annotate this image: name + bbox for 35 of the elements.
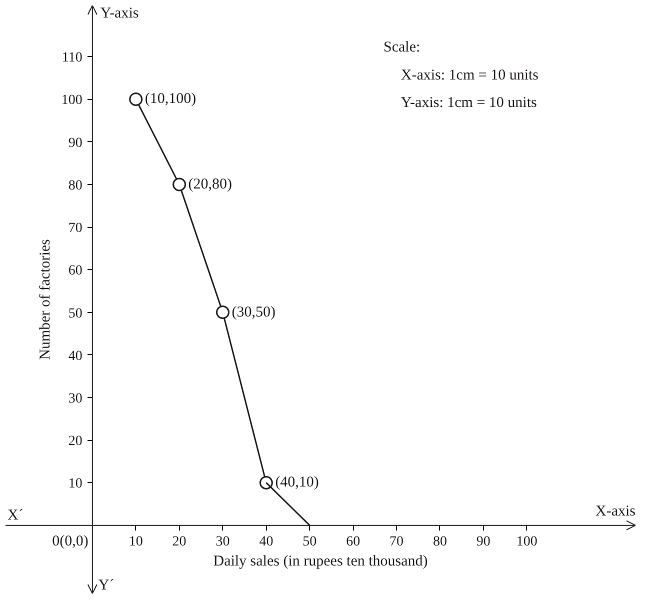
annotation: (30,50)	[232, 304, 276, 320]
x-tick-label: 70	[390, 534, 404, 550]
x-tick-label: 30	[216, 534, 230, 550]
annotation: Y´	[98, 578, 114, 594]
x-tick-label: 100	[516, 534, 538, 550]
x-tick-label: 20	[172, 534, 186, 550]
x-tick-label: 10	[128, 534, 143, 550]
y-tick-label: 40	[68, 348, 82, 364]
y-tick-label: 30	[68, 392, 82, 406]
annotation: X-axis	[596, 503, 636, 520]
annotation: X´	[8, 507, 24, 524]
x-tick-label: 80	[432, 534, 447, 550]
x-tick-label: 60	[346, 534, 360, 550]
annotation: Y-axis: 1cm = 10 units	[400, 94, 537, 111]
y-tick-label: 80	[68, 178, 82, 194]
y-tick-label: 100	[61, 93, 82, 108]
y-tick-label: 110	[62, 50, 82, 66]
x-tick-label: 90	[476, 534, 490, 550]
x-tick-label: 50	[302, 534, 317, 550]
y-tick-label: 10	[68, 476, 82, 492]
y-axis-title: Number of factories	[38, 238, 54, 360]
annotation: (10,100)	[144, 91, 196, 108]
annotation: Scale:	[384, 40, 420, 56]
annotation: Y-axis	[100, 6, 139, 22]
y-tick-label: 60	[68, 264, 82, 279]
y-tick-label: 70	[68, 221, 82, 236]
annotation: (20,80)	[188, 176, 232, 192]
annotation: X-axis: 1cm = 10 units	[400, 67, 539, 84]
x-axis-title: Daily sales (in rupees ten thousand)	[213, 554, 428, 570]
annotation: (40,10)	[275, 474, 319, 491]
y-tick-label: 50	[68, 306, 82, 322]
y-tick-label: 20	[68, 434, 82, 450]
annotation: 0(0,0)	[52, 533, 88, 550]
y-tick-label: 90	[68, 136, 82, 151]
x-tick-label: 40	[259, 534, 274, 550]
